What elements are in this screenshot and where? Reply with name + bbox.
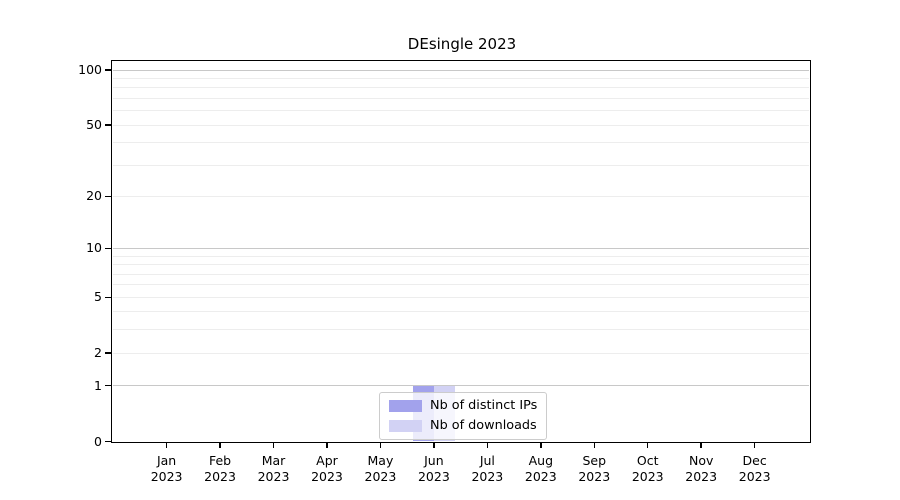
x-tick-month: Sep	[582, 453, 607, 468]
x-tick-year: 2023	[631, 468, 664, 484]
x-tick-label: Oct 2023	[616, 453, 680, 484]
x-tick-year: 2023	[257, 468, 290, 484]
x-tick	[753, 442, 756, 448]
y-tick-label: 100	[78, 62, 102, 77]
x-tick-label: Nov 2023	[669, 453, 733, 484]
x-tick-label: Dec 2023	[723, 453, 787, 484]
x-tick-year: 2023	[204, 468, 236, 484]
legend-label-distinct-ips: Nb of distinct IPs	[430, 398, 538, 413]
legend-swatch-downloads-icon	[389, 420, 422, 432]
y-gridline-minor	[113, 77, 809, 79]
legend-item-downloads: Nb of downloads	[389, 418, 537, 434]
y-tick	[105, 247, 111, 250]
x-tick-year: 2023	[578, 468, 611, 484]
y-gridline-minor	[113, 195, 809, 197]
x-tick	[326, 442, 328, 448]
legend-item-distinct-ips: Nb of distinct IPs	[389, 398, 537, 414]
y-gridline-minor	[113, 329, 809, 331]
x-tick-month: Dec	[742, 453, 767, 468]
x-tick-label: Mar 2023	[242, 453, 306, 484]
y-tick-label: 50	[86, 117, 102, 132]
y-gridline-minor	[113, 284, 809, 286]
x-tick-label: May 2023	[348, 453, 412, 484]
x-tick-year: 2023	[364, 468, 397, 484]
x-tick-year: 2023	[471, 468, 504, 484]
y-gridline-minor	[113, 352, 809, 354]
y-gridline-minor	[113, 97, 809, 99]
y-gridline-major	[113, 69, 809, 71]
x-tick-label: Jan 2023	[135, 453, 199, 484]
y-tick	[105, 69, 111, 71]
x-tick	[272, 442, 275, 448]
x-tick-label: Apr 2023	[295, 453, 359, 484]
x-tick-month: Apr	[316, 453, 338, 468]
legend-label-downloads: Nb of downloads	[430, 418, 537, 433]
y-gridline-minor	[113, 264, 809, 266]
y-tick-label: 20	[86, 188, 102, 204]
x-tick-month: Mar	[261, 453, 286, 468]
x-tick-label: Jul 2023	[455, 453, 519, 484]
x-tick-year: 2023	[524, 468, 557, 484]
x-tick-label: Feb 2023	[188, 453, 252, 484]
y-tick	[105, 124, 111, 126]
x-tick-year: 2023	[150, 468, 183, 484]
y-gridline-major	[113, 385, 809, 387]
y-gridline-minor	[113, 296, 809, 298]
y-gridline-minor	[113, 110, 809, 112]
y-gridline-minor	[113, 255, 809, 257]
y-tick	[105, 384, 111, 387]
y-tick-label: 10	[86, 240, 102, 256]
y-gridline-minor	[113, 311, 809, 313]
x-tick-year: 2023	[738, 468, 771, 484]
y-tick-label: 1	[94, 377, 102, 393]
y-gridline-minor	[113, 142, 809, 144]
y-gridline-major	[113, 247, 809, 249]
y-gridline-minor	[113, 124, 809, 126]
x-tick	[486, 442, 489, 448]
y-tick	[105, 195, 111, 198]
y-gridline-minor	[113, 273, 809, 275]
y-tick	[105, 440, 111, 443]
x-tick-label: Aug 2023	[509, 453, 573, 484]
legend: Nb of distinct IPs Nb of downloads	[379, 392, 548, 440]
y-tick-label: 5	[94, 289, 102, 305]
x-tick-year: 2023	[417, 468, 450, 484]
x-tick-month: Jun	[424, 453, 444, 468]
y-tick	[105, 296, 111, 299]
y-tick-label: 0	[94, 433, 102, 449]
y-gridline-minor	[113, 164, 809, 166]
x-tick-label: Sep 2023	[562, 453, 626, 484]
x-tick-month: Nov	[688, 453, 714, 468]
x-tick-year: 2023	[685, 468, 718, 484]
y-tick	[105, 352, 111, 354]
x-tick-label: Jun 2023	[402, 453, 466, 484]
legend-swatch-distinct-ips-icon	[389, 400, 422, 412]
x-tick-month: Feb	[208, 453, 232, 468]
x-tick	[593, 442, 596, 448]
x-tick	[700, 442, 702, 448]
x-tick-month: May	[367, 453, 394, 468]
x-tick-month: Jul	[479, 453, 495, 468]
x-tick	[646, 442, 649, 448]
x-tick	[433, 442, 435, 448]
x-tick	[165, 442, 168, 448]
x-tick-month: Oct	[636, 453, 659, 468]
x-tick	[219, 442, 221, 448]
chart-title: DEsingle 2023	[407, 35, 517, 53]
x-tick-month: Jan	[156, 453, 177, 468]
x-tick	[540, 442, 542, 448]
x-tick-month: Aug	[528, 453, 554, 468]
y-gridline-minor	[113, 87, 809, 89]
x-tick-year: 2023	[311, 468, 343, 484]
y-tick-label: 2	[94, 345, 102, 361]
x-tick	[379, 442, 382, 448]
